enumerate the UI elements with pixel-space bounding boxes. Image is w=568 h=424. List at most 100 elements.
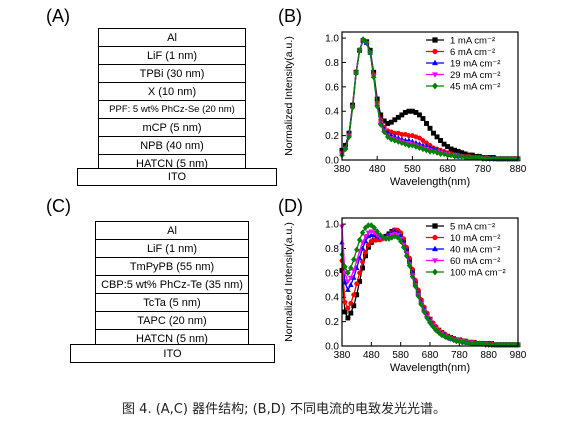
data-point	[418, 301, 424, 308]
panel-label-b: (B)	[278, 6, 302, 26]
legend-marker	[432, 234, 438, 241]
data-point	[450, 336, 457, 344]
data-point	[430, 148, 437, 155]
plot-frame	[341, 217, 519, 347]
x-tick-label: 880	[510, 164, 527, 175]
data-point	[362, 234, 369, 240]
layer-tapc: TAPC (20 nm)	[95, 311, 249, 330]
data-point	[370, 73, 377, 81]
data-point	[416, 112, 422, 118]
data-point	[456, 337, 463, 345]
data-point	[431, 130, 436, 136]
x-tick-label: 680	[422, 350, 439, 361]
data-point	[427, 319, 433, 327]
data-point	[406, 262, 413, 269]
legend-item: 1 mA cm⁻²	[426, 36, 495, 47]
data-point	[365, 230, 372, 236]
legend-marker	[432, 268, 438, 276]
data-point	[427, 125, 433, 131]
legend-item: 60 mA cm⁻²	[426, 256, 500, 267]
data-point	[345, 315, 351, 321]
y-tick-label: 0.8	[325, 244, 339, 255]
data-point	[351, 303, 357, 309]
legend-marker	[432, 37, 438, 43]
data-point	[356, 236, 363, 244]
y-tick-label: 1.0	[325, 220, 339, 231]
layer-emissive: CBP:5 wt% PhCz-Te (35 nm)	[95, 275, 249, 294]
legend-marker	[432, 82, 438, 90]
y-tick-label: 0.6	[325, 268, 339, 279]
data-point	[353, 70, 359, 77]
legend-item: 19 mA cm⁻²	[426, 59, 500, 70]
x-tick-label: 380	[334, 164, 351, 175]
x-tick-label: 380	[334, 350, 351, 361]
x-axis-label: Wavelength(nm)	[390, 362, 470, 374]
legend-item: 6 mA cm⁻²	[426, 47, 495, 58]
legend-item: 100 mA cm⁻²	[426, 268, 506, 279]
layer-al: Al	[98, 28, 246, 47]
data-point	[357, 270, 363, 276]
data-point	[345, 305, 351, 311]
legend-label: 60 mA cm⁻²	[450, 256, 500, 267]
legend-label: 100 mA cm⁻²	[450, 268, 506, 279]
series-4	[339, 36, 521, 163]
data-point	[348, 300, 354, 306]
data-point	[436, 329, 442, 336]
x-tick-label: 780	[451, 350, 468, 361]
data-point	[345, 286, 351, 292]
layer-lif: LiF (1 nm)	[98, 46, 246, 65]
data-point	[377, 121, 384, 128]
legend-marker	[431, 72, 439, 78]
data-point	[374, 228, 380, 235]
data-point	[413, 143, 419, 150]
x-tick-label: 480	[369, 164, 386, 175]
data-point	[360, 259, 365, 265]
data-point	[342, 145, 349, 153]
x-tick-label: 580	[404, 164, 421, 175]
data-point	[350, 256, 357, 263]
x-tick-label: 780	[474, 164, 491, 175]
legend-label: 45 mA cm⁻²	[450, 82, 500, 93]
legend-item: 10 mA cm⁻²	[426, 233, 500, 244]
data-point	[349, 104, 356, 111]
data-point	[348, 310, 354, 316]
chart-d: 380 480 580 680 780 880 980 0.0 0.2 0.4 0.6 0.8 1.0 W…	[283, 217, 527, 374]
legend-label: 19 mA cm⁻²	[450, 59, 500, 70]
data-point	[359, 240, 366, 246]
data-point	[354, 281, 360, 287]
layer-npb: NPB (40 nm)	[98, 136, 246, 155]
data-point	[397, 237, 404, 245]
data-point	[430, 323, 436, 330]
data-point	[367, 49, 373, 56]
data-point	[409, 273, 416, 280]
data-point	[415, 292, 422, 300]
plot-frame	[341, 31, 519, 161]
y-tick-label: 0.4	[325, 107, 339, 118]
data-point	[359, 229, 366, 236]
legend-label: 40 mA cm⁻²	[450, 245, 500, 256]
data-point	[363, 39, 370, 47]
x-tick-label: 880	[480, 350, 497, 361]
y-tick-label: 0.0	[325, 156, 339, 167]
data-point	[441, 333, 448, 340]
data-point	[385, 133, 391, 141]
layer-tmpypb: TmPyPB (55 nm)	[95, 257, 249, 276]
data-point	[377, 231, 383, 239]
data-point	[360, 36, 366, 43]
data-point	[342, 299, 348, 305]
data-point	[416, 135, 422, 141]
data-point	[421, 308, 427, 316]
data-point	[434, 134, 440, 140]
data-point	[458, 153, 465, 160]
data-point	[353, 246, 360, 253]
data-point	[347, 275, 354, 281]
y-axis-label: Normalized Intensity(a.u.)	[283, 36, 295, 156]
y-tick-label: 0.4	[325, 293, 339, 304]
legend-label: 10 mA cm⁻²	[450, 233, 500, 244]
legend-label: 29 mA cm⁻²	[450, 70, 500, 81]
legend-item: 5 mA cm⁻²	[426, 222, 495, 233]
data-point	[346, 133, 352, 141]
y-tick-label: 0.2	[325, 317, 339, 328]
x-tick-label: 480	[363, 350, 380, 361]
legend-marker	[431, 245, 439, 252]
